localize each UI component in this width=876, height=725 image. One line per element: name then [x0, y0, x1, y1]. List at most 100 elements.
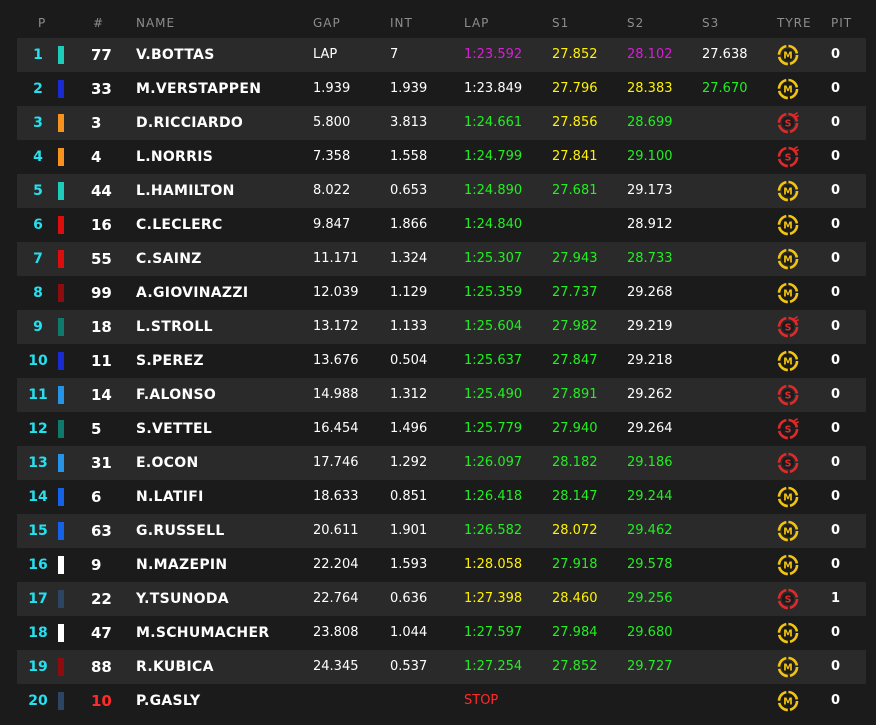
timing-table: 1 77 V.BOTTAS LAP 7 1:23.592 27.852 28.102 27.63…	[17, 38, 866, 718]
table-row[interactable]: 6 16 C.LECLERC 9.847 1.866 1:24.840 28.912 M 0	[17, 208, 866, 242]
medium-tyre-icon: M	[777, 690, 799, 712]
driver-name: A.GIOVINAZZI	[136, 285, 249, 301]
sector-2: 29.100	[627, 149, 673, 164]
table-row[interactable]: 18 47 M.SCHUMACHER 23.808 1.044 1:27.597 27.98…	[17, 616, 866, 650]
header-interval: INT	[390, 16, 413, 30]
driver-name: S.VETTEL	[136, 421, 213, 437]
pit-stops: 0	[831, 251, 841, 266]
svg-text:S: S	[785, 119, 792, 130]
table-row[interactable]: 9 18 L.STROLL 13.172 1.133 1:25.604 27.982 29.2…	[17, 310, 866, 344]
position: 20	[28, 693, 48, 709]
position: 1	[33, 47, 43, 63]
interval: 1.292	[390, 455, 428, 470]
gap: 22.764	[313, 591, 359, 606]
last-lap: 1:24.840	[464, 217, 523, 232]
gap: 8.022	[313, 183, 351, 198]
pit-stops: 0	[831, 183, 841, 198]
car-number: 55	[91, 250, 112, 268]
medium-tyre-icon: M	[777, 622, 799, 644]
position: 2	[33, 81, 43, 97]
sector-1: 27.940	[552, 421, 598, 436]
interval: 3.813	[390, 115, 428, 130]
sector-2: 29.256	[627, 591, 673, 606]
sector-1: 27.891	[552, 387, 598, 402]
position: 10	[28, 353, 48, 369]
table-row[interactable]: 1 77 V.BOTTAS LAP 7 1:23.592 27.852 28.102 27.63…	[17, 38, 866, 72]
table-row[interactable]: 11 14 F.ALONSO 14.988 1.312 1:25.490 27.891 29.…	[17, 378, 866, 412]
driver-name: D.RICCIARDO	[136, 115, 244, 131]
sector-2: 29.727	[627, 659, 673, 674]
interval: 1.558	[390, 149, 428, 164]
table-row[interactable]: 2 33 M.VERSTAPPEN 1.939 1.939 1:23.849 27.796 2…	[17, 72, 866, 106]
table-row[interactable]: 10 11 S.PEREZ 13.676 0.504 1:25.637 27.847 29.2…	[17, 344, 866, 378]
team-color-bar	[58, 488, 64, 506]
svg-text:M: M	[783, 357, 792, 368]
table-row[interactable]: 5 44 L.HAMILTON 8.022 0.653 1:24.890 27.681 29.…	[17, 174, 866, 208]
team-color-bar	[58, 80, 64, 98]
car-number: 18	[91, 318, 112, 336]
last-lap: 1:26.097	[464, 455, 523, 470]
last-lap: 1:28.058	[464, 557, 523, 572]
sector-2: 29.462	[627, 523, 673, 538]
team-color-bar	[58, 556, 64, 574]
position: 12	[28, 421, 48, 437]
car-number: 22	[91, 590, 112, 608]
table-row[interactable]: 13 31 E.OCON 17.746 1.292 1:26.097 28.182 29.18…	[17, 446, 866, 480]
medium-tyre-icon: M	[777, 554, 799, 576]
sector-1: 28.072	[552, 523, 598, 538]
last-lap: STOP	[464, 693, 499, 708]
driver-name: Y.TSUNODA	[136, 591, 229, 607]
position: 4	[33, 149, 43, 165]
table-row[interactable]: 8 99 A.GIOVINAZZI 12.039 1.129 1:25.359 27.737…	[17, 276, 866, 310]
team-color-bar	[58, 658, 64, 676]
table-row[interactable]: 14 6 N.LATIFI 18.633 0.851 1:26.418 28.147 29.2…	[17, 480, 866, 514]
driver-name: N.LATIFI	[136, 489, 204, 505]
team-color-bar	[58, 182, 64, 200]
medium-tyre-icon: M	[777, 486, 799, 508]
car-number: 77	[91, 46, 112, 64]
last-lap: 1:26.582	[464, 523, 523, 538]
sector-2: 29.219	[627, 319, 673, 334]
table-row[interactable]: 12 5 S.VETTEL 16.454 1.496 1:25.779 27.940 29.2…	[17, 412, 866, 446]
sector-1: 27.852	[552, 47, 598, 62]
svg-text:M: M	[783, 561, 792, 572]
driver-name: M.SCHUMACHER	[136, 625, 270, 641]
car-number: 14	[91, 386, 112, 404]
svg-text:S: S	[785, 459, 792, 470]
header-position: P	[38, 16, 47, 30]
table-row[interactable]: 19 88 R.KUBICA 24.345 0.537 1:27.254 27.852 29.…	[17, 650, 866, 684]
sector-1: 27.918	[552, 557, 598, 572]
sector-1: 27.737	[552, 285, 598, 300]
sector-2: 29.680	[627, 625, 673, 640]
pit-stops: 0	[831, 455, 841, 470]
pit-stops: 0	[831, 81, 841, 96]
position: 16	[28, 557, 48, 573]
svg-text:M: M	[783, 187, 792, 198]
table-row[interactable]: 16 9 N.MAZEPIN 22.204 1.593 1:28.058 27.918 29.…	[17, 548, 866, 582]
pit-stops: 0	[831, 387, 841, 402]
table-row[interactable]: 15 63 G.RUSSELL 20.611 1.901 1:26.582 28.072 29…	[17, 514, 866, 548]
table-row[interactable]: 20 10 P.GASLY STOP M 0	[17, 684, 866, 718]
table-row[interactable]: 3 3 D.RICCIARDO 5.800 3.813 1:24.661 27.856 28.…	[17, 106, 866, 140]
svg-text:M: M	[783, 289, 792, 300]
pit-stops: 0	[831, 625, 841, 640]
interval: 1.939	[390, 81, 428, 96]
svg-text:S: S	[785, 425, 792, 436]
gap: 14.988	[313, 387, 359, 402]
sector-2: 29.268	[627, 285, 673, 300]
car-number: 3	[91, 114, 102, 132]
soft-tyre-icon: S	[777, 146, 799, 168]
soft-tyre-icon: S	[777, 384, 799, 406]
sector-1: 27.852	[552, 659, 598, 674]
gap: 16.454	[313, 421, 359, 436]
svg-text:M: M	[783, 493, 792, 504]
table-header: P # NAME GAP INT LAP S1 S2 S3 TYRE PIT	[0, 0, 876, 40]
team-color-bar	[58, 522, 64, 540]
table-row[interactable]: 4 4 L.NORRIS 7.358 1.558 1:24.799 27.841 29.100…	[17, 140, 866, 174]
table-row[interactable]: 7 55 C.SAINZ 11.171 1.324 1:25.307 27.943 28.73…	[17, 242, 866, 276]
medium-tyre-icon: M	[777, 656, 799, 678]
sector-2: 28.383	[627, 81, 673, 96]
table-row[interactable]: 17 22 Y.TSUNODA 22.764 0.636 1:27.398 28.460 29…	[17, 582, 866, 616]
driver-name: R.KUBICA	[136, 659, 214, 675]
gap: 5.800	[313, 115, 351, 130]
